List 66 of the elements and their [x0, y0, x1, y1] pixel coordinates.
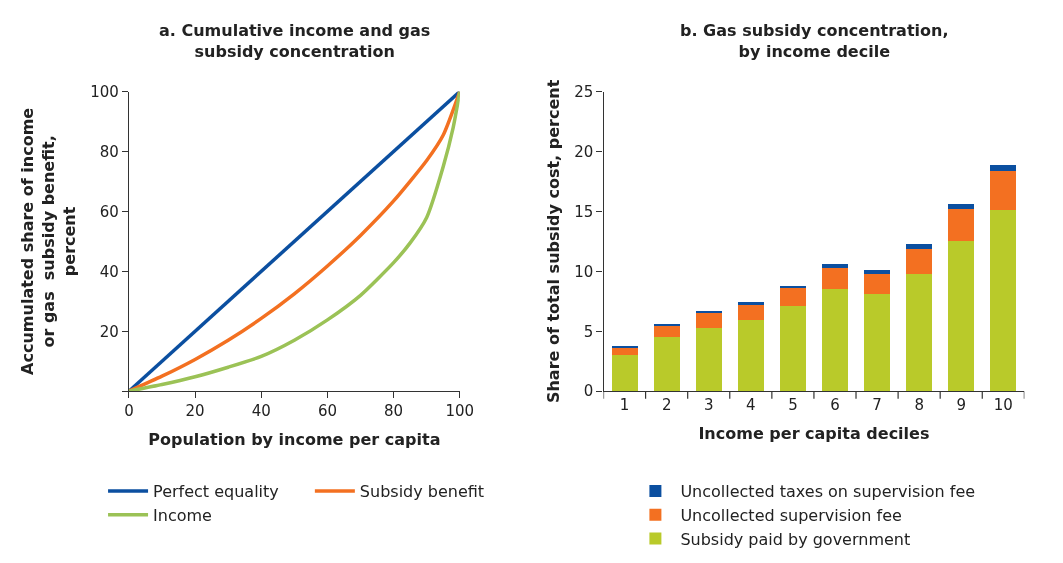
bar — [737, 304, 764, 321]
bar — [821, 264, 849, 268]
bar — [611, 345, 638, 348]
bar — [864, 273, 891, 295]
x-tick-label: 10 — [993, 396, 1013, 415]
y-tick-label: 80 — [99, 142, 119, 161]
bar — [695, 313, 722, 328]
bar — [821, 289, 849, 392]
bar — [990, 170, 1017, 211]
x-tick-label: 8 — [914, 396, 924, 415]
bar — [906, 248, 933, 274]
bar — [906, 273, 933, 392]
chart-title: b. Gas subsidy concentration, by income decile — [680, 21, 949, 61]
bar — [906, 243, 933, 249]
legend-label: Income — [153, 506, 212, 526]
x-tick-label: 60 — [317, 402, 337, 421]
bar — [948, 241, 975, 392]
bar — [821, 267, 849, 290]
bar — [653, 323, 680, 326]
bar — [948, 209, 975, 242]
x-axis-title: Population by income per capita — [148, 429, 441, 449]
y-axis-title: Share of total subsidy cost, percent — [544, 79, 564, 404]
x-axis-title: Income per capita deciles — [698, 423, 930, 443]
legend-label: Subsidy paid by government — [680, 529, 911, 549]
x-tick-label: 40 — [251, 402, 271, 421]
x-tick-label: 20 — [185, 402, 205, 421]
y-tick-label: 20 — [99, 322, 119, 341]
bar — [653, 325, 680, 338]
bar — [611, 355, 638, 392]
x-tick-label: 6 — [830, 396, 840, 415]
bar — [737, 302, 764, 305]
y-tick-label: 25 — [574, 82, 594, 101]
legend-label: Uncollected taxes on supervision fee — [680, 482, 976, 502]
bar — [653, 337, 680, 392]
x-tick-label: 1 — [619, 396, 630, 415]
y-tick-label: 15 — [574, 202, 594, 221]
bar — [779, 288, 806, 307]
x-tick-label: 5 — [788, 396, 798, 415]
bar — [990, 164, 1017, 171]
bar — [990, 210, 1017, 392]
bar — [737, 320, 764, 392]
bar — [864, 270, 891, 274]
y-tick-label: 60 — [99, 202, 119, 221]
bar — [779, 306, 806, 392]
legend-label: Perfect equality — [153, 482, 279, 502]
x-tick-label: 3 — [703, 396, 714, 415]
y-tick-label: 20 — [574, 142, 594, 161]
x-tick-label: 7 — [872, 396, 882, 415]
x-tick-label: 4 — [746, 396, 756, 415]
x-tick-label: 2 — [661, 396, 672, 415]
x-tick-label: 80 — [384, 402, 404, 421]
y-tick-label: 100 — [90, 82, 119, 101]
legend-label: Subsidy benefit — [359, 482, 485, 502]
y-tick-label: 5 — [583, 322, 594, 341]
legend-label: Uncollected supervision fee — [680, 506, 902, 526]
x-tick-label: 100 — [445, 402, 475, 421]
bar — [695, 327, 722, 392]
bar — [948, 204, 975, 210]
chart-title: a. Cumulative income and gas subsidy concentration — [159, 21, 431, 61]
x-tick-label: 9 — [956, 396, 966, 415]
y-axis-title: Accumulated share of income or gas subsidy benefit, percent — [18, 107, 80, 375]
y-tick-label: 40 — [99, 262, 119, 281]
y-tick-label: 10 — [574, 262, 594, 281]
x-tick-label: 0 — [124, 402, 134, 421]
bar — [864, 294, 891, 392]
y-tick-label: 0 — [583, 382, 594, 401]
